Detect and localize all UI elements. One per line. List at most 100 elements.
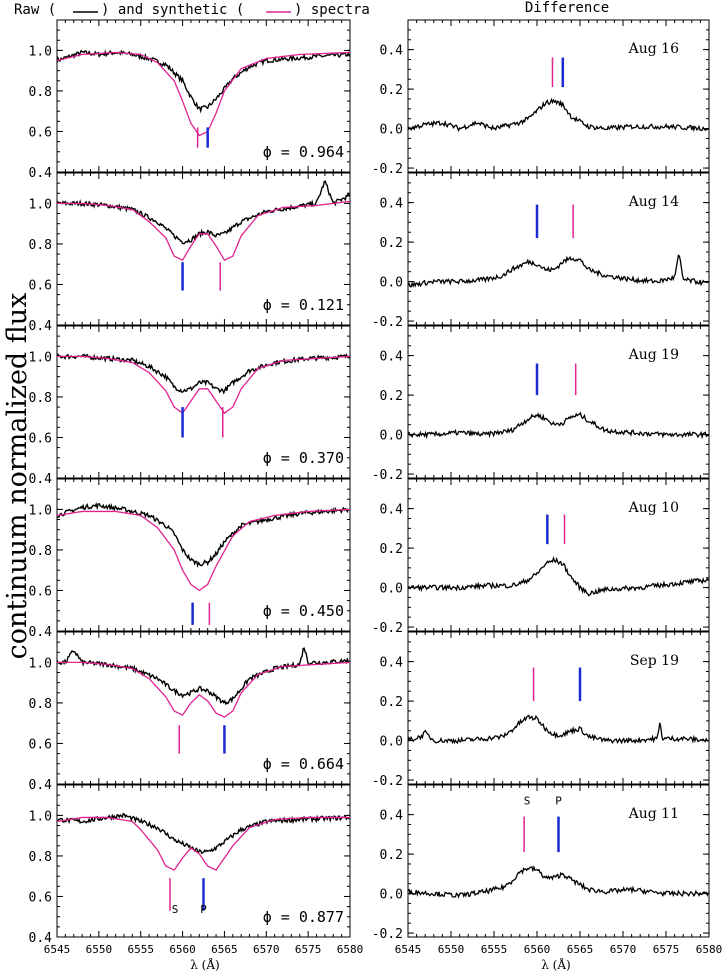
phase-label: ϕ = 0.370 xyxy=(263,449,344,467)
y-tick-label: 0.4 xyxy=(29,319,53,334)
primary-marker-label: P xyxy=(555,795,562,808)
diff-series-line xyxy=(407,97,709,133)
header-synthetic-text: ) and synthetic ( xyxy=(101,2,244,18)
y-tick-label: 0.0 xyxy=(380,429,403,444)
secondary-marker-label: S xyxy=(172,903,179,916)
y-tick-label: 0.2 xyxy=(380,542,403,557)
y-tick-label: 0.0 xyxy=(380,582,403,597)
syn-series-line xyxy=(56,508,351,592)
y-tick-label: 0.4 xyxy=(29,472,53,487)
diff-series-line xyxy=(407,714,709,745)
syn-series-line xyxy=(56,816,350,871)
y-tick-label: 0.0 xyxy=(380,888,403,903)
y-tick-label: 0.6 xyxy=(29,584,52,599)
y-tick-label: 0.8 xyxy=(29,850,52,865)
syn-series-line xyxy=(57,661,351,718)
x-tick-label: 6575 xyxy=(653,943,680,956)
x-tick-label: 6555 xyxy=(481,943,508,956)
raw-series-line xyxy=(56,352,350,395)
y-tick-label: 0.8 xyxy=(29,544,52,559)
raw-series-line xyxy=(56,812,350,855)
diff-series-line xyxy=(407,254,709,288)
x-tick-label: 6550 xyxy=(438,943,465,956)
x-axis-label-left: λ (Å) xyxy=(190,957,219,972)
x-tick-label: 6565 xyxy=(567,943,594,956)
y-tick-label: 0.6 xyxy=(29,431,52,446)
y-tick-label: -0.2 xyxy=(372,927,403,942)
axes-frame xyxy=(56,784,351,938)
phase-label: ϕ = 0.121 xyxy=(263,296,344,314)
chart-panel-right-0: -0.2 0.0 0.2 0.4 Aug 16 xyxy=(372,19,710,177)
x-tick-label: 6550 xyxy=(86,943,113,956)
x-tick-label: 6575 xyxy=(295,943,322,956)
y-tick-label: 1.0 xyxy=(29,503,52,518)
y-tick-label: 0.2 xyxy=(380,695,403,710)
date-label: Sep 19 xyxy=(630,653,679,669)
date-label: Aug 16 xyxy=(628,41,679,57)
chart-panel-left-0: 0.4 0.6 0.8 1.0 ϕ = 0.964 xyxy=(29,19,351,181)
chart-panel-right-4: -0.2 0.0 0.2 0.4 Sep 19 xyxy=(372,631,710,789)
y-tick-label: 0.4 xyxy=(380,350,404,365)
chart-panel-right-3: -0.2 0.0 0.2 0.4 Aug 10 xyxy=(372,478,710,636)
x-tick-label: 6560 xyxy=(169,943,196,956)
chart-panel-left-4: 0.4 0.6 0.8 1.0 ϕ = 0.664 xyxy=(29,631,351,793)
raw-series-line xyxy=(56,647,350,706)
chart-panel-left-1: 0.4 0.6 0.8 1.0 ϕ = 0.121 xyxy=(29,172,351,334)
y-tick-label: 0.0 xyxy=(380,123,403,138)
date-label: Aug 11 xyxy=(628,806,679,822)
y-tick-label: 0.2 xyxy=(380,236,403,251)
y-tick-label: 1.0 xyxy=(29,44,52,59)
left-header: Raw ( ) and synthetic ( ) spectra xyxy=(14,2,370,18)
phase-label: ϕ = 0.877 xyxy=(263,908,344,926)
syn-series-line xyxy=(56,51,351,137)
date-label: Aug 14 xyxy=(628,194,679,210)
y-tick-label: 0.2 xyxy=(380,848,403,863)
y-tick-label: 0.8 xyxy=(29,85,52,100)
y-tick-label: 0.4 xyxy=(380,44,404,59)
chart-panel-right-2: -0.2 0.0 0.2 0.4 Aug 19 xyxy=(372,325,710,483)
x-tick-label: 6580 xyxy=(337,943,364,956)
y-tick-label: 0.8 xyxy=(29,391,52,406)
x-tick-label: 6560 xyxy=(524,943,551,956)
y-tick-label: 0.8 xyxy=(29,697,52,712)
axes-frame xyxy=(407,19,710,173)
y-tick-label: -0.2 xyxy=(372,468,403,483)
date-label: Aug 10 xyxy=(628,500,679,516)
chart-panel-left-2: 0.4 0.6 0.8 1.0 ϕ = 0.370 xyxy=(29,325,351,487)
x-tick-label: 6580 xyxy=(696,943,723,956)
right-header: Difference xyxy=(525,0,609,16)
y-tick-label: 0.4 xyxy=(380,809,404,824)
x-tick-label: 6545 xyxy=(395,943,422,956)
y-tick-label: 0.6 xyxy=(29,278,52,293)
axes-frame xyxy=(407,784,710,938)
y-tick-label: 0.4 xyxy=(29,931,53,946)
y-tick-label: 0.4 xyxy=(29,166,53,181)
date-label: Aug 19 xyxy=(628,347,679,363)
y-tick-label: -0.2 xyxy=(372,774,403,789)
y-tick-label: 0.4 xyxy=(380,503,404,518)
primary-marker-label: P xyxy=(200,903,207,916)
diff-series-line xyxy=(407,411,709,440)
y-tick-label: 1.0 xyxy=(29,809,52,824)
y-axis-label: continuum normalized flux xyxy=(2,293,33,660)
x-tick-label: 6570 xyxy=(253,943,280,956)
axes-frame xyxy=(407,631,710,785)
y-tick-label: 0.8 xyxy=(29,238,52,253)
phase-label: ϕ = 0.450 xyxy=(263,602,344,620)
chart-panel-left-3: 0.4 0.6 0.8 1.0 ϕ = 0.450 xyxy=(29,478,351,640)
y-tick-label: -0.2 xyxy=(372,315,403,330)
y-tick-label: 0.0 xyxy=(380,276,403,291)
chart-panel-right-5: -0.2 0.0 0.2 0.4 S P Aug 11 6545 6550 6555 6560 656… xyxy=(372,784,723,956)
y-tick-label: 0.6 xyxy=(29,737,52,752)
axes-frame xyxy=(407,325,710,479)
y-tick-label: -0.2 xyxy=(372,162,403,177)
y-tick-label: 0.0 xyxy=(380,735,403,750)
axes-frame xyxy=(407,172,710,326)
y-tick-label: 0.2 xyxy=(380,389,403,404)
phase-label: ϕ = 0.664 xyxy=(263,755,344,773)
axes-frame xyxy=(56,172,351,326)
syn-series-line xyxy=(57,355,351,415)
header-spectra-text: ) spectra xyxy=(294,2,370,18)
y-tick-label: 0.4 xyxy=(29,778,53,793)
